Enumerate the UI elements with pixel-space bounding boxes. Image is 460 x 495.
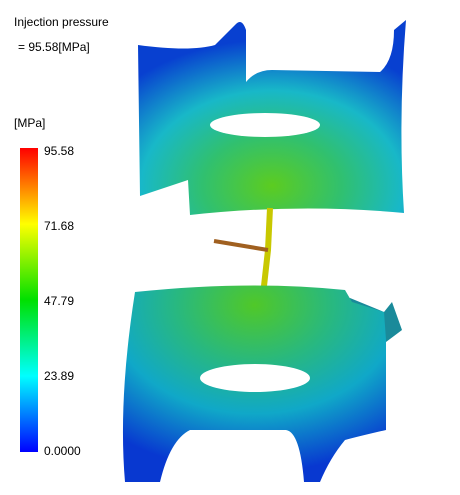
legend-tick-label: 71.68 [44,219,74,233]
legend-tick-label: 95.58 [44,144,74,158]
result-title: Injection pressure [14,15,109,29]
legend-ticks: 95.58 71.68 47.79 23.89 0.0000 [44,144,81,458]
legend-unit: [MPa] [14,116,45,130]
runner-branch [213,239,269,252]
hole-top [210,113,320,137]
color-scale [20,148,38,452]
hole-bottom [200,364,310,392]
legend-tick-label: 0.0000 [44,444,81,458]
legend-tick-label: 47.79 [44,294,74,308]
result-max-value: = 95.58[MPa] [18,40,90,54]
legend-tick-label: 23.89 [44,369,74,383]
